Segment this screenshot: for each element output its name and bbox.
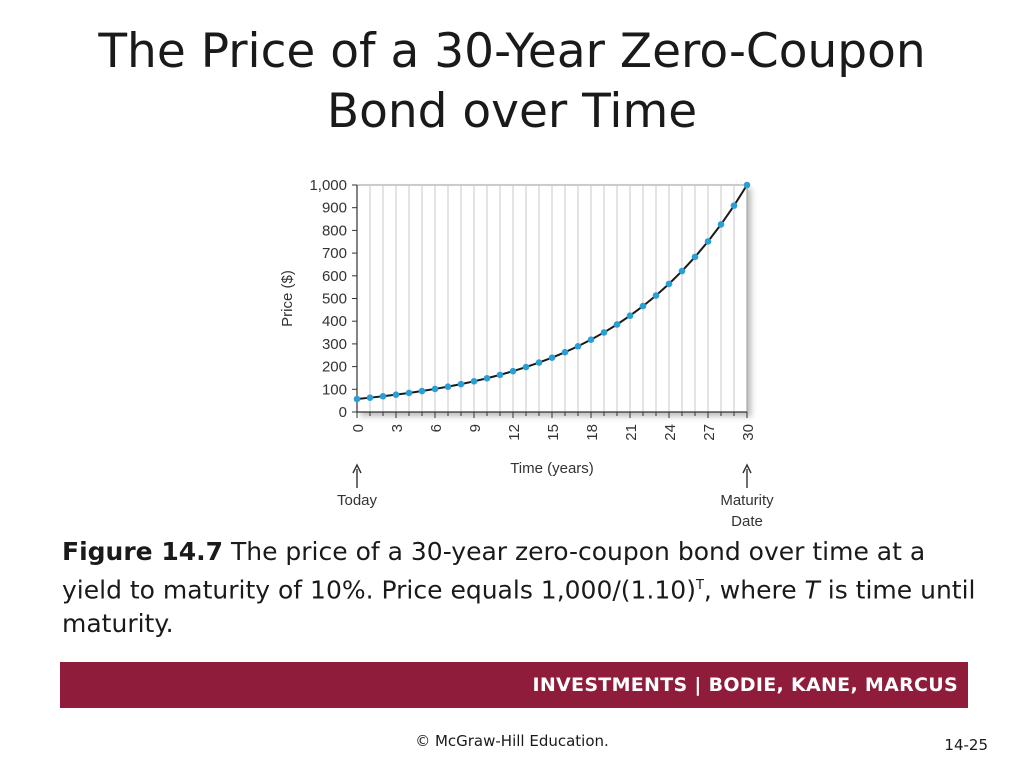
y-tick-label-400: 400	[322, 313, 347, 330]
page-number: 14-25	[944, 736, 988, 754]
footer-brand-text: INVESTMENTS | BODIE, KANE, MARCUS	[532, 674, 958, 696]
x-tick-label-27: 27	[701, 424, 718, 441]
x-tick-label-3: 3	[389, 424, 406, 432]
data-point-year-25	[678, 267, 686, 275]
y-tick-label-0: 0	[339, 404, 347, 421]
y-tick-label-1000: 1,000	[309, 177, 347, 194]
x-axis-label: Time (years)	[510, 460, 594, 477]
caption-text-3: is time until maturity.	[62, 575, 976, 639]
x-tick-label-15: 15	[545, 424, 562, 441]
data-point-year-28	[717, 221, 725, 228]
axis-ticks: 0 100 200 300 400 500 600 700 800 900 1,000 0 3 6 9 12 1…	[309, 177, 757, 441]
data-point-year-14	[535, 359, 543, 366]
bond-price-chart: 0 100 200 300 400 500 600 700 800 900 1,000 0 3 6 9 12 1…	[279, 177, 774, 530]
annotation-arrowhead-today	[352, 463, 362, 474]
data-point-year-30	[743, 181, 751, 189]
footer-bar: INVESTMENTS | BODIE, KANE, MARCUS	[60, 662, 968, 708]
data-point-year-24	[665, 280, 673, 288]
annotation-label-today-0: Today	[337, 492, 378, 509]
y-tick-label-700: 700	[322, 245, 347, 262]
y-tick-label-500: 500	[322, 291, 347, 308]
data-point-year-20	[613, 321, 621, 328]
caption-superscript: T	[695, 578, 704, 593]
data-point-year-0	[353, 395, 361, 403]
data-points	[353, 181, 751, 403]
data-point-year-15	[548, 354, 556, 361]
caption-text-1: The price of a 30-year zero-coupon bond …	[62, 537, 926, 605]
data-point-year-8	[457, 380, 465, 388]
y-tick-label-800: 800	[322, 222, 347, 239]
y-tick-label-300: 300	[322, 336, 347, 353]
data-point-year-11	[496, 371, 504, 379]
slide-title: The Price of a 30-Year Zero-Coupon Bond …	[0, 22, 1024, 142]
data-point-year-4	[405, 389, 413, 397]
data-point-year-16	[561, 348, 569, 356]
x-tick-label-6: 6	[428, 424, 445, 432]
data-point-year-22	[639, 302, 647, 310]
annotation-arrowhead-maturity	[742, 463, 752, 474]
x-tick-label-18: 18	[584, 424, 601, 441]
y-tick-label-600: 600	[322, 268, 347, 285]
data-point-year-3	[392, 391, 400, 398]
data-point-year-7	[444, 383, 452, 390]
slide-title-line-1: The Price of a 30-Year Zero-Coupon	[98, 24, 926, 79]
figure-label: Figure 14.7	[62, 537, 224, 566]
data-point-year-27	[704, 238, 712, 245]
annotation-label-maturity-0: Maturity	[720, 492, 774, 509]
data-point-year-12	[509, 367, 517, 375]
data-point-year-9	[470, 378, 478, 385]
copyright-notice: © McGraw-Hill Education.	[415, 732, 609, 750]
data-point-year-6	[431, 385, 439, 393]
x-tick-label-24: 24	[662, 424, 679, 441]
annotation-label-maturity-1: Date	[731, 513, 763, 530]
data-point-year-18	[587, 336, 595, 343]
caption-italic-variable: T	[804, 575, 820, 605]
data-point-year-10	[483, 374, 491, 382]
y-tick-label-200: 200	[322, 359, 347, 376]
x-tick-label-9: 9	[467, 424, 484, 432]
figure-caption: Figure 14.7 The price of a 30-year zero-…	[62, 535, 982, 641]
data-point-year-17	[574, 342, 582, 350]
data-point-year-5	[418, 387, 426, 395]
data-point-year-29	[730, 202, 738, 209]
data-point-year-1	[366, 394, 374, 401]
y-axis-label: Price ($)	[279, 270, 296, 327]
data-point-year-23	[652, 292, 660, 299]
x-tick-label-0: 0	[350, 424, 367, 432]
x-tick-label-21: 21	[623, 424, 640, 441]
y-tick-label-900: 900	[322, 200, 347, 217]
data-point-year-2	[379, 392, 387, 400]
x-tick-label-30: 30	[740, 424, 757, 441]
data-point-year-26	[691, 253, 699, 261]
data-point-year-13	[522, 363, 530, 371]
data-point-year-19	[600, 329, 608, 336]
x-tick-label-12: 12	[506, 424, 523, 441]
annotations: Today Maturity Date	[337, 463, 774, 530]
y-tick-label-100: 100	[322, 381, 347, 398]
caption-text-2: , where	[703, 575, 805, 605]
grid-lines	[369, 185, 735, 412]
slide-title-line-2: Bond over Time	[326, 84, 698, 139]
data-point-year-21	[626, 312, 634, 320]
